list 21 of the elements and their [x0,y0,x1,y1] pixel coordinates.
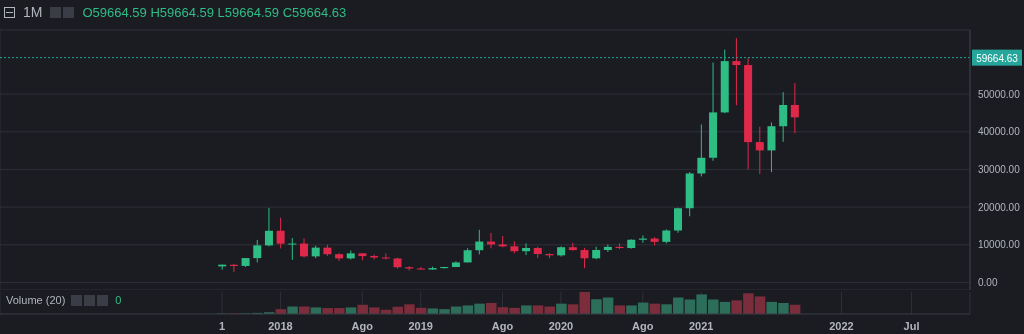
ref-line-label: 59664.63 [976,52,1019,64]
x-tick-label: 2018 [268,319,293,332]
annotation: 0 [115,294,122,306]
y-tick-label: 40000.00 [978,126,1021,138]
chart-title: Volume (20) [6,294,66,306]
x-tick-label: Jul [903,319,920,332]
y-tick-label: 0.00 [978,277,998,289]
chart-title: 1M [23,4,43,20]
y-tick-label: 20000.00 [978,201,1021,213]
x-tick-label: Ago [491,319,514,332]
x-tick-label: 2019 [408,319,433,332]
x-tick-label: Ago [632,319,654,332]
y-tick-label: 30000.00 [978,163,1021,175]
text: O59664.59 H59664.59 L59664.59 C59664.63 [82,4,347,20]
x-tick-label: 2020 [548,319,574,332]
x-tick-label: 2021 [688,319,714,332]
x-tick-label: Ago [351,319,374,332]
x-tick-label: 2022 [829,319,854,332]
x-tick-label: 1 [218,319,226,332]
y-tick-label: 10000.00 [978,239,1021,251]
y-tick-label: 50000.00 [978,88,1021,100]
